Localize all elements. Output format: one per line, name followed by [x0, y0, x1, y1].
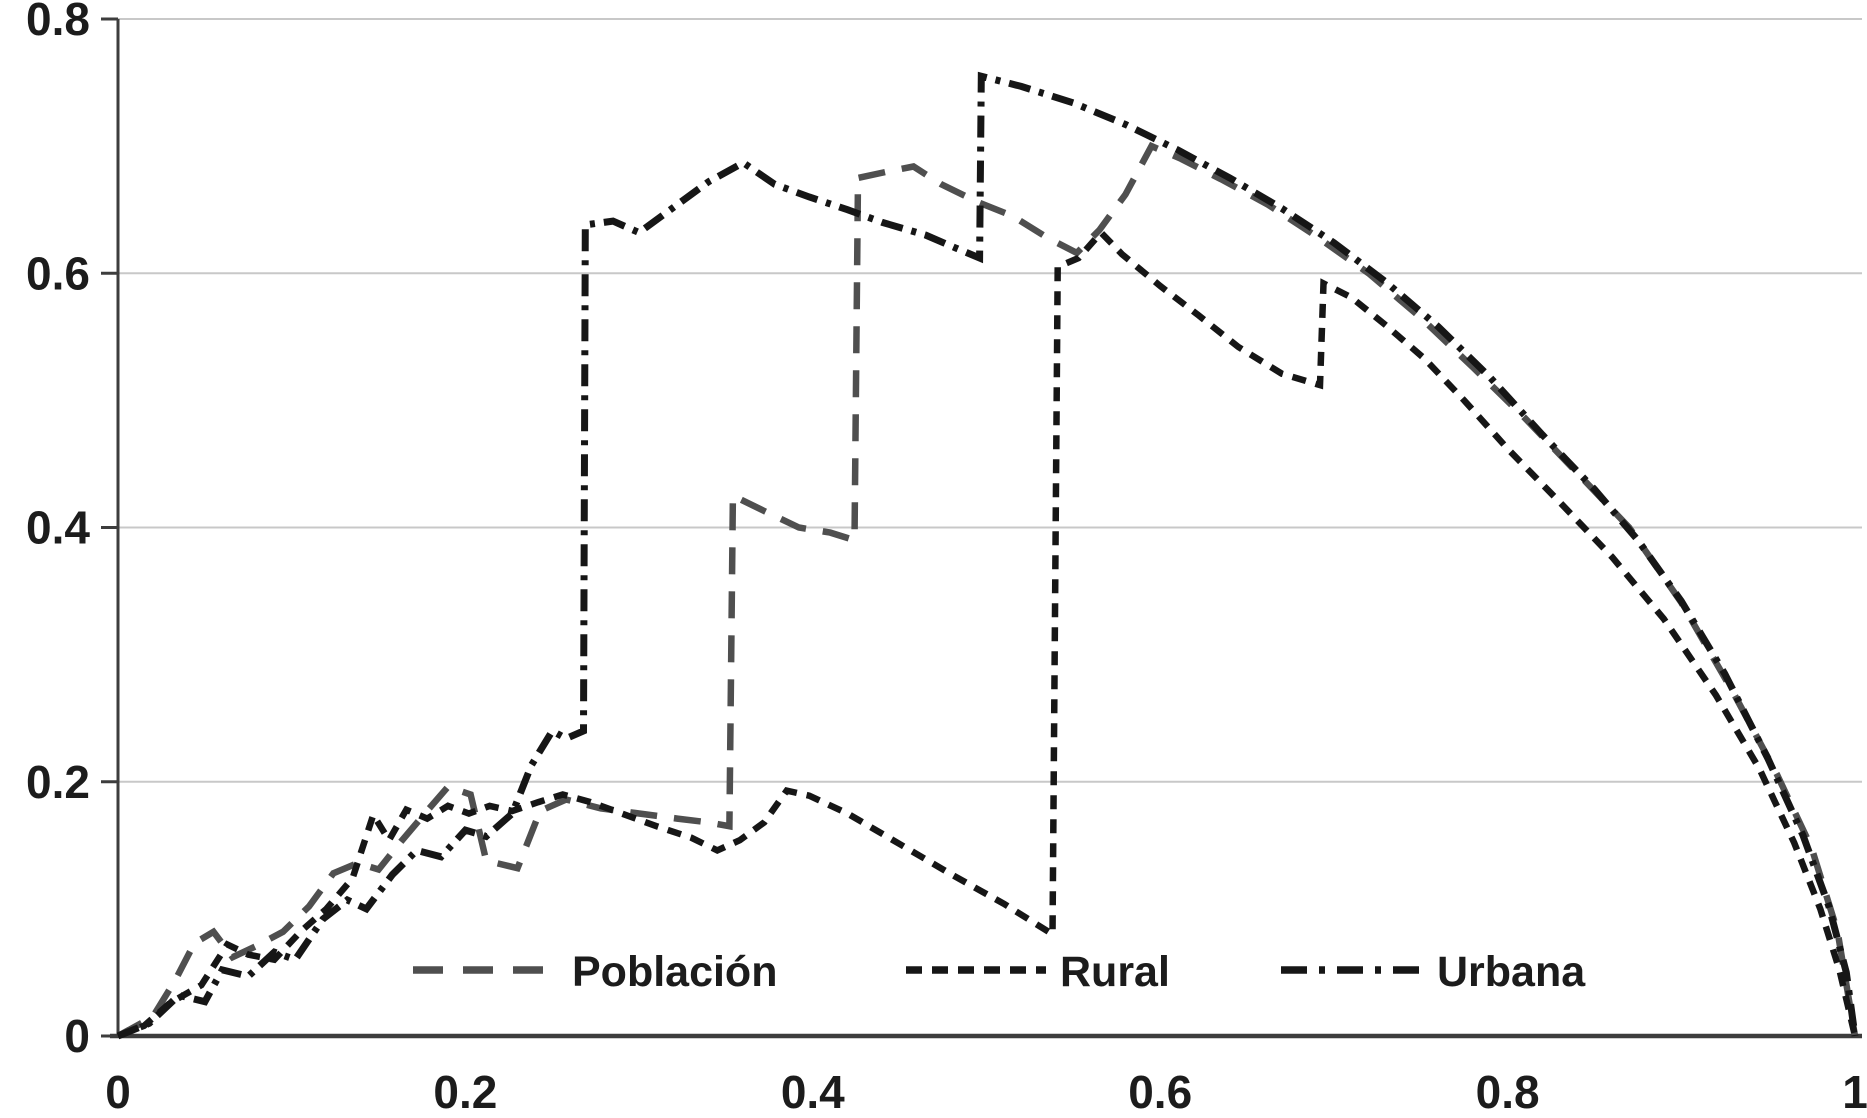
series-rural-line: [116, 227, 1859, 1040]
legend-item-urbana: Urbana: [1281, 948, 1586, 996]
x-tick-label-0.2: 0.2: [433, 1066, 497, 1118]
y-axis-ticks: [101, 17, 118, 1038]
series-poblacion-line: [116, 141, 1859, 1039]
x-tick-label-0.6: 0.6: [1128, 1066, 1192, 1118]
y-axis-tick-labels: 0 0.2 0.4 0.6 0.8: [26, 0, 90, 1062]
x-tick-label-0: 0: [105, 1066, 131, 1118]
y-tick-label-0.8: 0.8: [26, 0, 90, 45]
x-tick-label-0.8: 0.8: [1476, 1066, 1540, 1118]
y-tick-label-0: 0: [64, 1010, 90, 1062]
legend-label-rural: Rural: [1060, 948, 1170, 996]
y-tick-label-0.2: 0.2: [26, 756, 90, 808]
series-urbana-line: [116, 71, 1859, 1040]
legend: Población Rural Urbana: [413, 948, 1586, 996]
horizontal-gridlines: [118, 18, 1862, 783]
y-tick-label-0.6: 0.6: [26, 247, 90, 299]
legend-item-rural: Rural: [906, 948, 1170, 996]
legend-label-urbana: Urbana: [1437, 948, 1586, 996]
x-axis-tick-labels: 0 0.2 0.4 0.6 0.8 1: [105, 1066, 1867, 1118]
x-tick-label-0.4: 0.4: [781, 1066, 845, 1118]
legend-item-poblacion: Población: [413, 948, 777, 996]
y-tick-label-0.4: 0.4: [26, 502, 90, 554]
legend-label-poblacion: Población: [572, 948, 777, 996]
x-tick-label-1: 1: [1842, 1066, 1867, 1118]
